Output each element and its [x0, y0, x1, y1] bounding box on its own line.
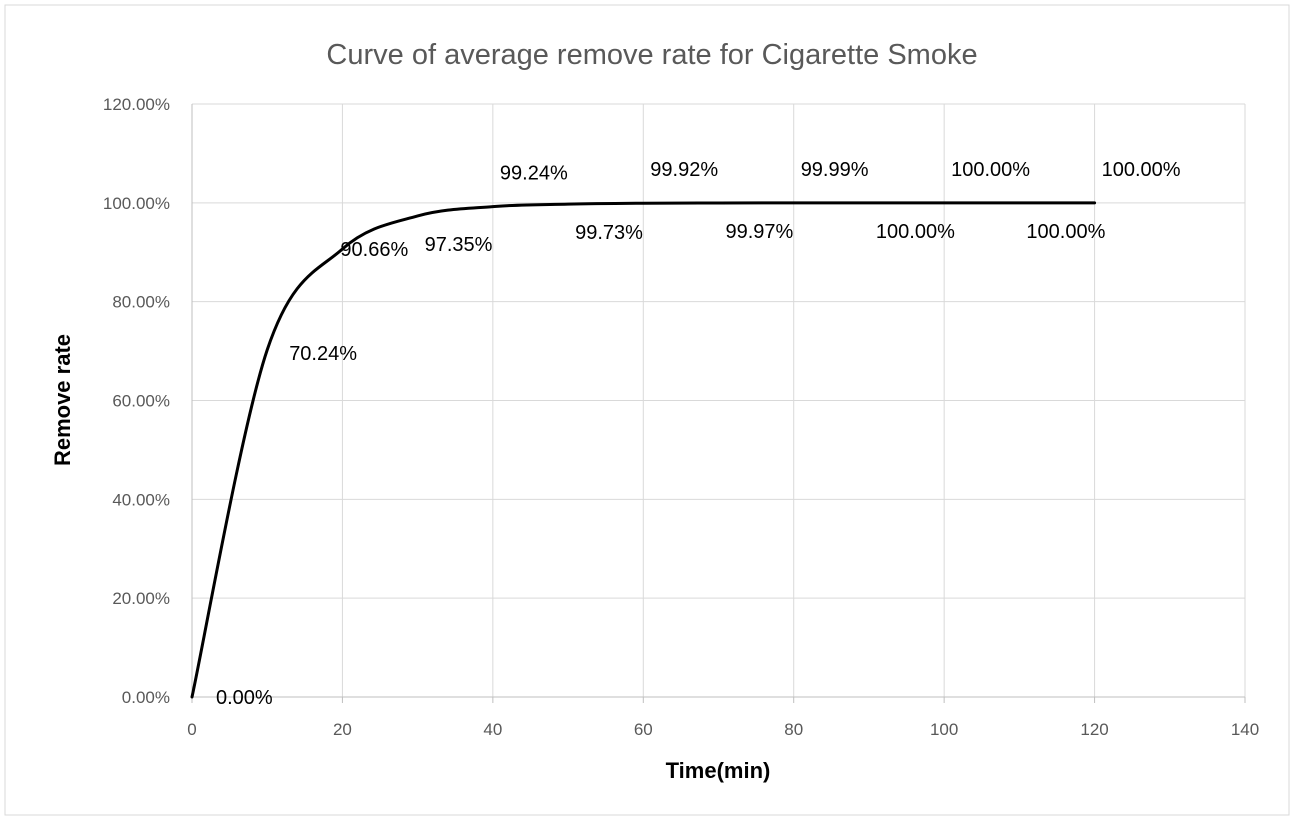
data-labels: 0.00% 70.24% 90.66% 97.35% 99.24% 99.73% 99.92… [216, 159, 1181, 709]
y-tick-label: 60.00% [112, 392, 170, 411]
x-tick-label: 0 [187, 720, 196, 739]
data-label: 100.00% [1026, 221, 1105, 243]
x-tick-label: 60 [634, 720, 653, 739]
y-axis-label: Remove rate [50, 334, 75, 466]
chart-border [4, 4, 1290, 816]
y-tick-label: 100.00% [103, 194, 170, 213]
x-tick-label: 80 [784, 720, 803, 739]
y-tick-label: 120.00% [103, 95, 170, 114]
data-label: 99.24% [500, 163, 568, 185]
data-label: 100.00% [1102, 159, 1181, 181]
tick-labels: 0 20 40 60 80 100 120 140 0.00% 20.00% 40.00% 60.00… [103, 95, 1259, 739]
axes [191, 104, 1246, 703]
y-tick-label: 0.00% [122, 688, 170, 707]
data-label: 90.66% [340, 239, 408, 261]
data-label: 99.92% [650, 159, 718, 181]
x-tick-label: 20 [333, 720, 352, 739]
data-label: 0.00% [216, 687, 273, 709]
data-label: 70.24% [289, 343, 357, 365]
y-tick-label: 80.00% [112, 293, 170, 312]
data-label: 100.00% [951, 159, 1030, 181]
x-tick-label: 140 [1231, 720, 1259, 739]
x-tick-label: 40 [483, 720, 502, 739]
data-label: 99.73% [575, 222, 643, 244]
chart-title: Curve of average remove rate for Cigaret… [326, 39, 977, 71]
x-tick-label: 100 [930, 720, 958, 739]
series-line [190, 201, 1097, 699]
data-label: 99.99% [801, 159, 869, 181]
y-tick-label: 20.00% [112, 589, 170, 608]
data-label: 100.00% [876, 221, 955, 243]
x-tick-label: 120 [1080, 720, 1108, 739]
data-label: 97.35% [425, 234, 493, 256]
data-label: 99.97% [726, 221, 794, 243]
x-axis-label: Time(min) [666, 758, 771, 783]
y-tick-label: 40.00% [112, 490, 170, 509]
